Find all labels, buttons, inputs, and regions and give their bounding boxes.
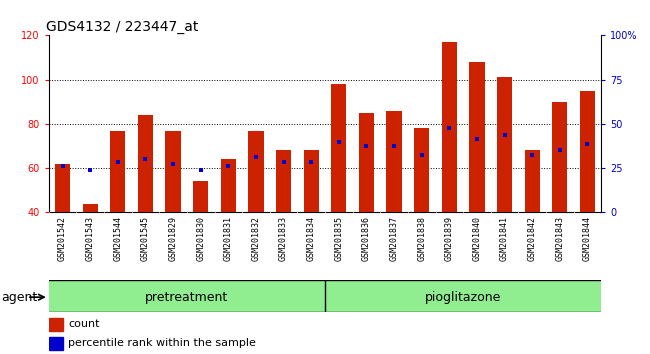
Bar bbox=[332, 84, 346, 212]
Bar bbox=[497, 78, 512, 212]
Point bbox=[140, 156, 151, 162]
Text: GSM201839: GSM201839 bbox=[445, 216, 454, 261]
Point bbox=[223, 163, 233, 169]
Text: GSM201840: GSM201840 bbox=[473, 216, 482, 261]
Bar bbox=[221, 159, 236, 212]
Text: count: count bbox=[68, 319, 99, 329]
Bar bbox=[325, 280, 601, 312]
Bar bbox=[49, 318, 62, 331]
Bar bbox=[111, 131, 125, 212]
Bar bbox=[469, 62, 484, 212]
Bar bbox=[83, 204, 98, 212]
Point bbox=[444, 125, 454, 131]
Text: GSM201544: GSM201544 bbox=[113, 216, 122, 261]
Text: GSM201832: GSM201832 bbox=[252, 216, 261, 261]
Point bbox=[278, 159, 289, 164]
Text: GDS4132 / 223447_at: GDS4132 / 223447_at bbox=[46, 21, 198, 34]
Text: percentile rank within the sample: percentile rank within the sample bbox=[68, 338, 256, 348]
Point bbox=[85, 167, 96, 173]
Bar bbox=[414, 128, 429, 212]
Text: GSM201838: GSM201838 bbox=[417, 216, 426, 261]
Text: GSM201831: GSM201831 bbox=[224, 216, 233, 261]
Point bbox=[333, 139, 344, 144]
Text: GSM201844: GSM201844 bbox=[583, 216, 592, 261]
Bar bbox=[248, 131, 263, 212]
Point bbox=[389, 143, 399, 149]
Bar bbox=[580, 91, 595, 212]
Text: pioglitazone: pioglitazone bbox=[425, 291, 501, 304]
Point bbox=[472, 137, 482, 142]
Point bbox=[57, 163, 68, 169]
Text: GSM201837: GSM201837 bbox=[389, 216, 398, 261]
Text: agent: agent bbox=[1, 291, 37, 304]
Text: GSM201830: GSM201830 bbox=[196, 216, 205, 261]
Text: GSM201543: GSM201543 bbox=[86, 216, 95, 261]
Point bbox=[196, 167, 206, 173]
Text: pretreatment: pretreatment bbox=[145, 291, 229, 304]
Bar bbox=[276, 150, 291, 212]
Point bbox=[582, 141, 593, 147]
Text: GSM201542: GSM201542 bbox=[58, 216, 67, 261]
Point bbox=[527, 152, 538, 158]
Point bbox=[499, 132, 510, 138]
Bar bbox=[387, 110, 402, 212]
Text: GSM201843: GSM201843 bbox=[555, 216, 564, 261]
Text: GSM201829: GSM201829 bbox=[168, 216, 177, 261]
Point bbox=[417, 152, 427, 158]
Text: GSM201545: GSM201545 bbox=[141, 216, 150, 261]
Text: GSM201836: GSM201836 bbox=[362, 216, 371, 261]
Bar bbox=[552, 102, 567, 212]
Text: GSM201841: GSM201841 bbox=[500, 216, 509, 261]
Bar bbox=[49, 337, 62, 350]
Point bbox=[361, 143, 372, 149]
Bar bbox=[442, 42, 457, 212]
Bar bbox=[49, 280, 325, 312]
Bar bbox=[55, 164, 70, 212]
Bar bbox=[525, 150, 540, 212]
Point bbox=[168, 161, 178, 167]
Bar bbox=[193, 181, 208, 212]
Point bbox=[112, 159, 123, 164]
Text: GSM201835: GSM201835 bbox=[334, 216, 343, 261]
Point bbox=[251, 154, 261, 160]
Bar bbox=[166, 131, 181, 212]
Text: GSM201834: GSM201834 bbox=[307, 216, 316, 261]
Bar bbox=[304, 150, 318, 212]
Text: GSM201842: GSM201842 bbox=[528, 216, 537, 261]
Point bbox=[554, 148, 565, 153]
Bar bbox=[359, 113, 374, 212]
Text: GSM201833: GSM201833 bbox=[279, 216, 288, 261]
Point bbox=[306, 159, 317, 164]
Bar bbox=[138, 115, 153, 212]
